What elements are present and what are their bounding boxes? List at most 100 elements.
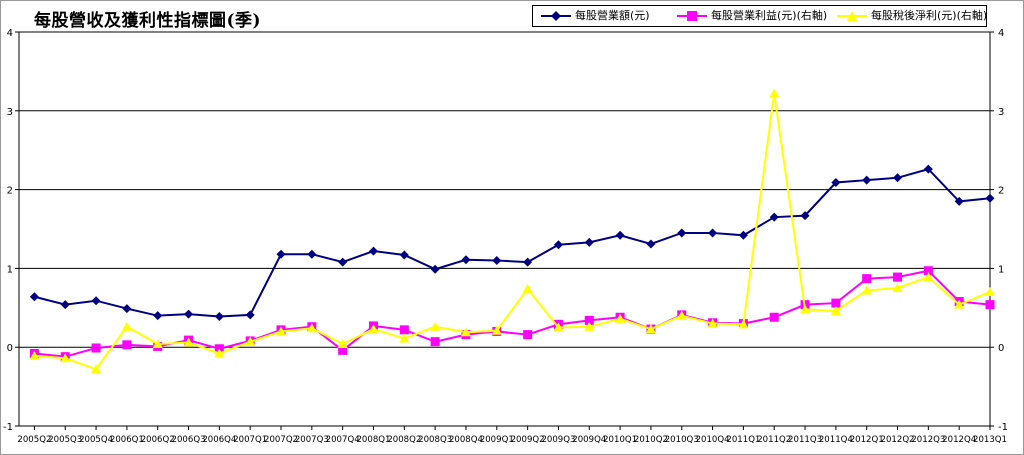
series-line-2	[34, 269, 991, 358]
data-point-net-income	[399, 333, 410, 343]
data-point-net-income	[615, 313, 626, 323]
data-point-operating-income	[923, 266, 933, 276]
y2-tick-label: -1	[998, 422, 1008, 433]
x-tick-label: 2005Q3	[48, 435, 82, 445]
x-tick-label: 2007Q4	[326, 435, 360, 445]
x-tick-label: 2009Q2	[511, 435, 545, 445]
data-point-operating-income	[831, 298, 841, 308]
data-point-revenue	[954, 196, 964, 206]
data-point-net-income	[91, 364, 102, 374]
data-point-net-income	[645, 324, 656, 334]
data-point-operating-income	[584, 315, 594, 325]
data-point-net-income	[306, 323, 317, 333]
data-point-operating-income	[523, 330, 533, 340]
x-tick-label: 2008Q4	[449, 435, 483, 445]
data-point-operating-income	[893, 272, 903, 282]
data-point-revenue	[800, 211, 810, 221]
x-tick-label: 2009Q3	[541, 435, 575, 445]
data-point-revenue	[368, 246, 378, 256]
data-point-revenue	[708, 228, 718, 238]
y-tick-label: 4	[7, 28, 13, 39]
x-tick-label: 2009Q1	[480, 435, 514, 445]
x-tick-label: 2010Q3	[665, 435, 699, 445]
y2-tick-label: 3	[998, 107, 1004, 118]
triangle-marker-icon	[837, 11, 867, 21]
y2-tick-label: 2	[998, 186, 1004, 197]
x-tick-label: 2011Q2	[757, 435, 791, 445]
data-point-revenue	[60, 300, 70, 310]
y-tick-label: 2	[7, 186, 13, 197]
x-tick-label: 2012Q4	[942, 435, 976, 445]
data-point-net-income	[676, 310, 687, 320]
x-tick-label: 2010Q1	[603, 435, 637, 445]
legend: 每股營業額(元) 每股營業利益(元)(右軸) 每股稅後淨利(元)(右軸)	[532, 5, 987, 27]
data-point-net-income	[214, 348, 225, 358]
data-point-operating-income	[122, 340, 132, 350]
x-tick-label: 2005Q2	[17, 435, 51, 445]
legend-label-revenue: 每股營業額(元)	[575, 9, 650, 22]
x-tick-label: 2010Q4	[696, 435, 730, 445]
data-point-net-income	[29, 350, 40, 360]
chart-title: 每股營收及獲利性指標圖(季)	[34, 11, 262, 31]
x-tick-label: 2011Q4	[819, 435, 853, 445]
data-point-operating-income	[430, 337, 440, 347]
data-point-revenue	[307, 249, 317, 259]
data-point-revenue	[862, 175, 872, 185]
x-tick-label: 2009Q4	[572, 435, 606, 445]
data-point-net-income	[121, 321, 132, 331]
y-tick-label: 0	[7, 343, 13, 354]
data-point-revenue	[29, 292, 39, 302]
data-point-net-income	[368, 324, 379, 334]
data-point-revenue	[985, 193, 995, 203]
data-point-revenue	[122, 304, 132, 314]
x-tick-label: 2006Q1	[110, 435, 144, 445]
data-point-revenue	[338, 257, 348, 267]
data-point-net-income	[861, 285, 872, 295]
data-point-operating-income	[769, 312, 779, 322]
x-tick-label: 2008Q2	[387, 435, 421, 445]
data-point-revenue	[276, 249, 286, 259]
data-point-operating-income	[399, 325, 409, 335]
data-point-net-income	[584, 321, 595, 331]
data-point-revenue	[430, 264, 440, 274]
data-point-net-income	[923, 272, 934, 282]
x-tick-label: 2011Q1	[726, 435, 760, 445]
data-point-net-income	[430, 321, 441, 331]
x-tick-label: 2008Q1	[356, 435, 390, 445]
data-point-net-income	[276, 326, 287, 336]
data-point-net-income	[183, 337, 194, 347]
plot-area	[18, 31, 991, 427]
data-point-net-income	[800, 304, 811, 314]
data-point-net-income	[60, 353, 71, 363]
data-point-net-income	[460, 327, 471, 337]
y-tick-label: 3	[7, 107, 13, 118]
data-point-revenue	[553, 240, 563, 250]
data-point-revenue	[769, 212, 779, 222]
data-point-operating-income	[985, 300, 995, 310]
x-tick-label: 2007Q2	[264, 435, 298, 445]
data-point-revenue	[214, 311, 224, 321]
data-point-net-income	[152, 339, 163, 349]
data-point-net-income	[954, 299, 965, 309]
data-point-revenue	[461, 255, 471, 265]
series-line-3	[34, 93, 991, 371]
data-point-revenue	[184, 309, 194, 319]
x-tick-label: 2007Q3	[295, 435, 329, 445]
x-tick-label: 2006Q2	[141, 435, 175, 445]
data-point-revenue	[831, 178, 841, 188]
data-point-net-income	[245, 336, 256, 346]
data-point-operating-income	[862, 274, 872, 284]
x-tick-label: 2005Q4	[79, 435, 113, 445]
data-point-revenue	[923, 164, 933, 174]
data-point-net-income	[830, 305, 841, 315]
x-tick-label: 2006Q4	[202, 435, 236, 445]
y-tick-label: -1	[3, 422, 13, 433]
x-tick-label: 2012Q1	[850, 435, 884, 445]
data-point-revenue	[492, 256, 502, 266]
square-marker-icon	[677, 11, 707, 21]
data-point-revenue	[91, 296, 101, 306]
series-line-1	[34, 167, 991, 318]
data-point-revenue	[153, 311, 163, 321]
legend-label-operating-income: 每股營業利益(元)(右軸)	[711, 9, 828, 22]
